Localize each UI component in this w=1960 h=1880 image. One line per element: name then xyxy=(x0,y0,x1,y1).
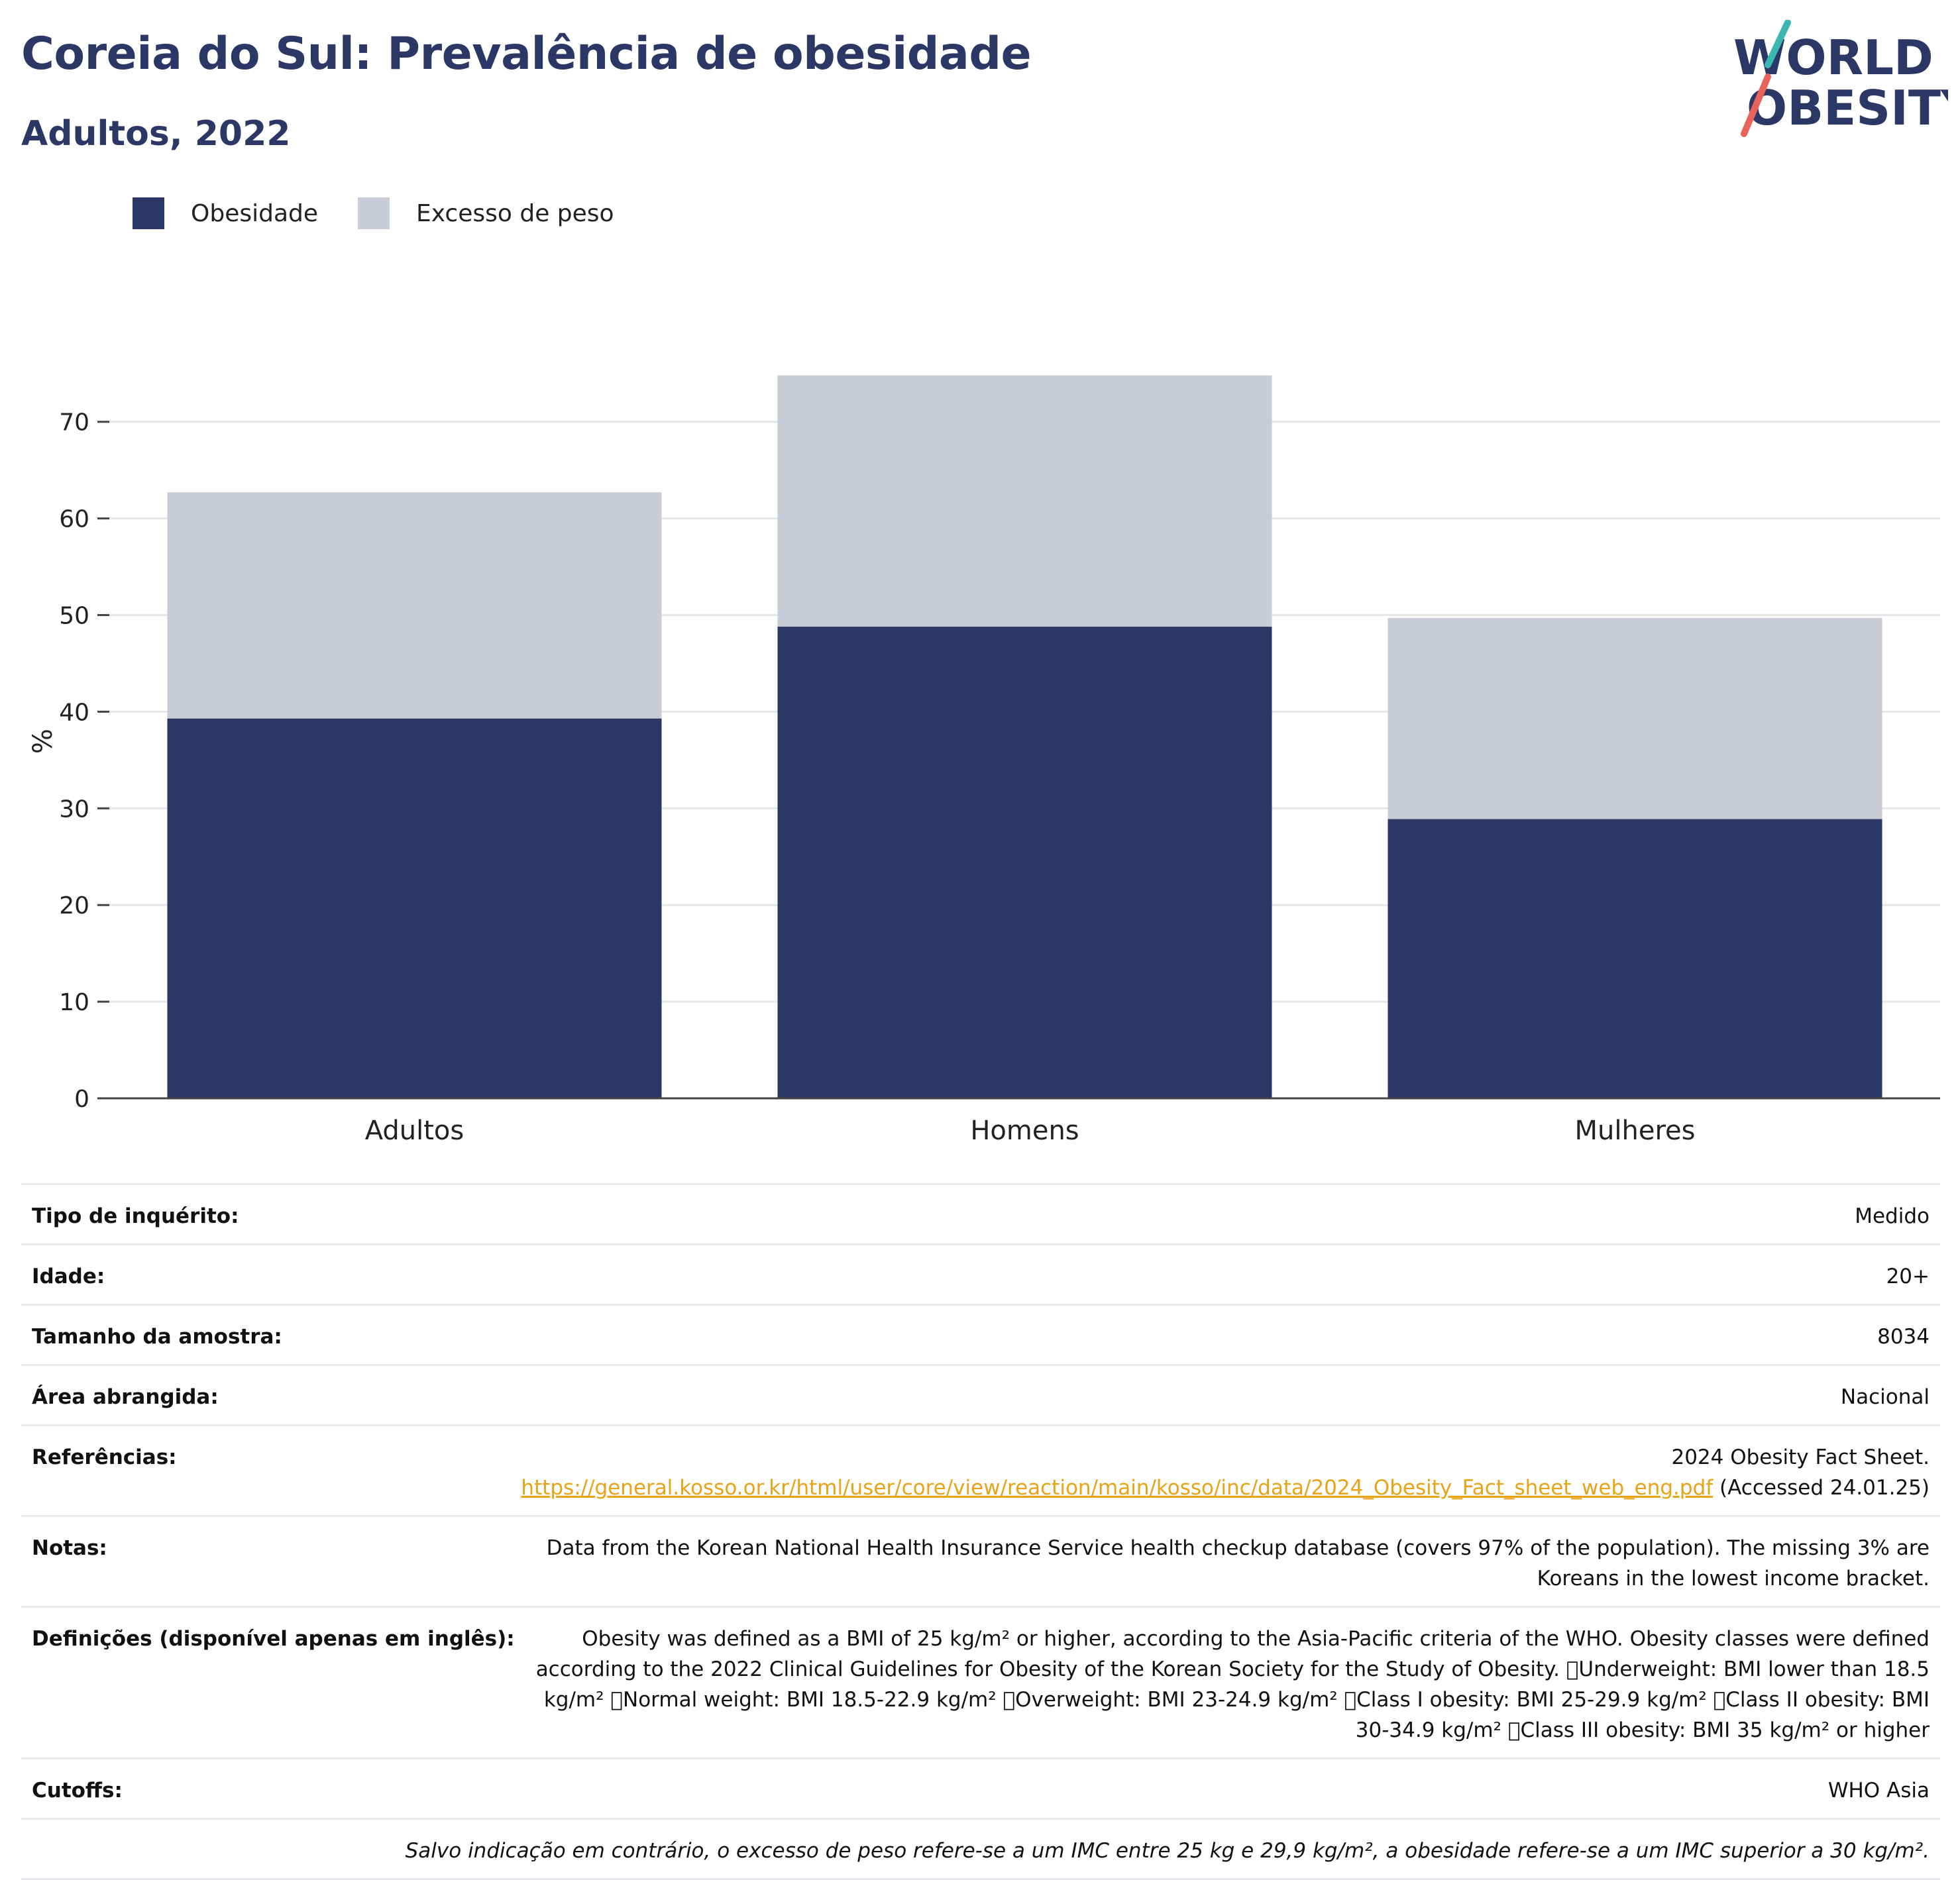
chart-legend: Obesidade Excesso de peso xyxy=(133,197,654,229)
info-key: Área abrangida: xyxy=(32,1385,219,1409)
page-subtitle: Adultos, 2022 xyxy=(21,114,291,154)
bar-overweight-homens xyxy=(777,375,1272,627)
y-tick-label: 50 xyxy=(59,603,89,630)
y-axis-title: % xyxy=(28,729,58,754)
y-tick-label: 60 xyxy=(59,506,89,533)
world-obesity-logo: WORLD OBESITY xyxy=(1733,20,1948,137)
logo-line2: OBESITY xyxy=(1747,80,1948,136)
legend-item-obesity[interactable]: Obesidade xyxy=(133,197,318,229)
page-title: Coreia do Sul: Prevalência de obesidade xyxy=(21,28,1032,80)
bar-overweight-mulheres xyxy=(1388,617,1882,819)
info-row-references: Referências: 2024 Obesity Fact Sheet. ht… xyxy=(21,1424,1940,1515)
y-tick-label: 70 xyxy=(59,409,89,437)
info-key: Definições (disponível apenas em inglês)… xyxy=(32,1627,515,1651)
info-row-area: Área abrangida: Nacional xyxy=(21,1364,1940,1424)
info-key: Referências: xyxy=(32,1445,177,1469)
info-key: Tipo de inquérito: xyxy=(32,1204,239,1228)
legend-label-overweight: Excesso de peso xyxy=(416,199,614,227)
info-row-footnote: Salvo indicação em contrário, o excesso … xyxy=(21,1818,1940,1880)
info-value: 8034 xyxy=(1877,1325,1930,1349)
y-tick-label: 0 xyxy=(74,1086,89,1113)
y-tick-label: 10 xyxy=(59,989,89,1016)
info-row-definitions: Definições (disponível apenas em inglês)… xyxy=(21,1606,1940,1757)
y-tick-label: 40 xyxy=(59,699,89,726)
info-key: Notas: xyxy=(32,1536,107,1560)
legend-item-overweight[interactable]: Excesso de peso xyxy=(358,197,614,229)
info-row-cutoffs: Cutoffs: WHO Asia xyxy=(21,1757,1940,1818)
bar-chart: 0 10 20 30 40 50 60 70% Adultos Homens Mulheres xyxy=(28,375,1940,1146)
info-row-survey-type: Tipo de inquérito: Medido xyxy=(21,1183,1940,1243)
reference-text: 2024 Obesity Fact Sheet. xyxy=(1671,1445,1930,1469)
info-row-sample-size: Tamanho da amostra: 8034 xyxy=(21,1304,1940,1364)
logo-slash-coral xyxy=(1741,74,1771,137)
info-value: Medido xyxy=(1855,1204,1930,1228)
logo-line1: WORLD xyxy=(1733,30,1933,85)
info-key: Cutoffs: xyxy=(32,1779,123,1802)
info-key: Idade: xyxy=(32,1265,105,1288)
x-tick-label: Mulheres xyxy=(1575,1116,1696,1146)
legend-swatch-obesity xyxy=(133,197,164,229)
x-tick-label: Adultos xyxy=(365,1116,464,1146)
info-value: Obesity was defined as a BMI of 25 kg/m²… xyxy=(535,1627,1930,1742)
info-table: Tipo de inquérito: Medido Idade: 20+ Tam… xyxy=(21,1183,1940,1880)
footnote: Salvo indicação em contrário, o excesso … xyxy=(405,1839,1930,1863)
bar-obesity-mulheres xyxy=(1388,819,1882,1098)
info-value: 2024 Obesity Fact Sheet. https://general… xyxy=(521,1442,1930,1503)
bar-obesity-adultos xyxy=(167,718,662,1098)
info-key: Tamanho da amostra: xyxy=(32,1325,282,1349)
x-tick-label: Homens xyxy=(970,1116,1079,1146)
info-value: 20+ xyxy=(1886,1265,1930,1288)
reference-accessed: (Accessed 24.01.25) xyxy=(1719,1476,1930,1500)
bar-overweight-adultos xyxy=(167,492,662,719)
bar-obesity-homens xyxy=(777,627,1272,1098)
logo-slash-teal xyxy=(1765,20,1791,68)
legend-swatch-overweight xyxy=(358,197,390,229)
legend-label-obesity: Obesidade xyxy=(191,199,319,227)
info-value: Data from the Korean National Health Ins… xyxy=(546,1536,1930,1591)
y-tick-label: 30 xyxy=(59,796,89,823)
reference-link[interactable]: https://general.kosso.or.kr/html/user/co… xyxy=(521,1476,1714,1500)
info-row-age: Idade: 20+ xyxy=(21,1243,1940,1304)
info-row-notes: Notas: Data from the Korean National Hea… xyxy=(21,1515,1940,1606)
info-value: Nacional xyxy=(1840,1385,1930,1409)
info-value: WHO Asia xyxy=(1827,1779,1930,1802)
y-tick-label: 20 xyxy=(59,892,89,919)
